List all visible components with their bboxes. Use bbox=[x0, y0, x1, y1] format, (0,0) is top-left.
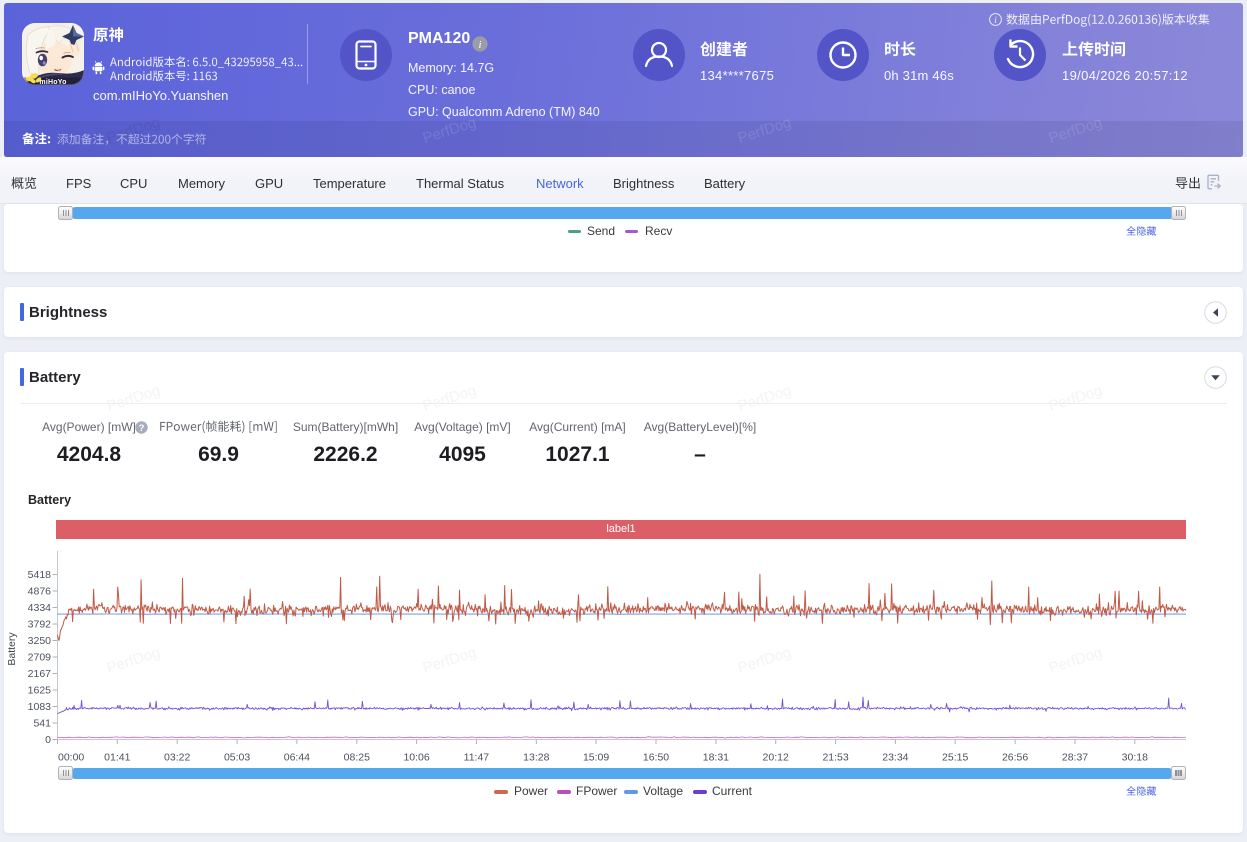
svg-text:miHoYo: miHoYo bbox=[39, 79, 66, 85]
svg-text:26:56: 26:56 bbox=[1002, 752, 1028, 764]
svg-text:2709: 2709 bbox=[28, 652, 52, 664]
svg-text:3250: 3250 bbox=[28, 635, 52, 647]
svg-text:4334: 4334 bbox=[28, 602, 52, 614]
svg-text:0: 0 bbox=[45, 734, 51, 746]
svg-text:4876: 4876 bbox=[28, 586, 52, 598]
svg-text:00:00: 00:00 bbox=[58, 752, 84, 764]
svg-text:2167: 2167 bbox=[28, 668, 52, 680]
svg-text:03:22: 03:22 bbox=[164, 752, 190, 764]
svg-text:Battery: Battery bbox=[6, 632, 18, 666]
svg-text:06:44: 06:44 bbox=[284, 752, 310, 764]
svg-text:25:15: 25:15 bbox=[942, 752, 968, 764]
svg-text:11:47: 11:47 bbox=[464, 752, 490, 764]
svg-text:21:53: 21:53 bbox=[822, 752, 848, 764]
svg-text:1625: 1625 bbox=[28, 685, 52, 697]
svg-text:i: i bbox=[994, 15, 997, 25]
svg-text:01:41: 01:41 bbox=[104, 752, 130, 764]
svg-text:i: i bbox=[478, 39, 481, 51]
svg-text:30:18: 30:18 bbox=[1122, 752, 1148, 764]
svg-text:?: ? bbox=[139, 423, 145, 434]
svg-text:541: 541 bbox=[33, 718, 51, 730]
svg-text:3792: 3792 bbox=[28, 619, 52, 631]
svg-text:08:25: 08:25 bbox=[344, 752, 370, 764]
svg-text:23:34: 23:34 bbox=[882, 752, 908, 764]
svg-text:15:09: 15:09 bbox=[583, 752, 609, 764]
svg-text:05:03: 05:03 bbox=[224, 752, 250, 764]
svg-text:16:50: 16:50 bbox=[643, 752, 669, 764]
svg-text:13:28: 13:28 bbox=[523, 752, 549, 764]
svg-text:5418: 5418 bbox=[28, 569, 52, 581]
svg-text:28:37: 28:37 bbox=[1062, 752, 1088, 764]
svg-text:1083: 1083 bbox=[28, 701, 52, 713]
svg-text:18:31: 18:31 bbox=[703, 752, 729, 764]
svg-text:20:12: 20:12 bbox=[763, 752, 789, 764]
svg-text:10:06: 10:06 bbox=[403, 752, 429, 764]
